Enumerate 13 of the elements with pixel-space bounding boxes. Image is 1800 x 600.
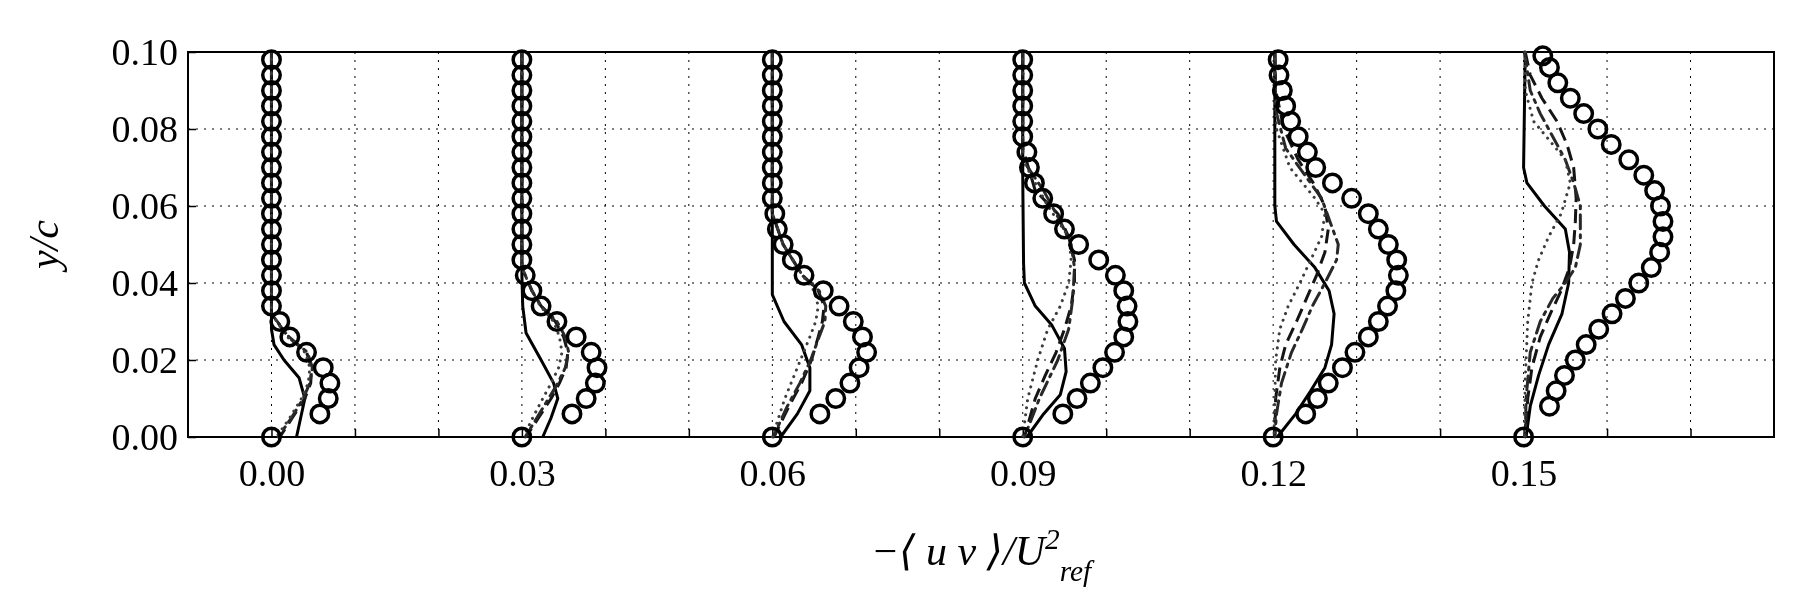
y-tick-label: 0.10 [111, 30, 178, 73]
x-tick-label: 0.03 [489, 451, 556, 494]
y-axis-title: y/c [21, 219, 67, 273]
y-tick-label: 0.04 [111, 261, 178, 304]
x-tick-label: 0.12 [1240, 451, 1307, 494]
y-tick-label: 0.02 [111, 338, 178, 381]
y-tick-label: 0.00 [111, 415, 178, 458]
x-tick-label: 0.06 [739, 451, 807, 494]
x-tick-label: 0.09 [989, 451, 1057, 494]
y-tick-label: 0.08 [111, 107, 178, 150]
x-tick-label: 0.00 [238, 451, 306, 494]
y-tick-label: 0.06 [111, 184, 178, 227]
x-tick-label: 0.15 [1490, 451, 1558, 494]
